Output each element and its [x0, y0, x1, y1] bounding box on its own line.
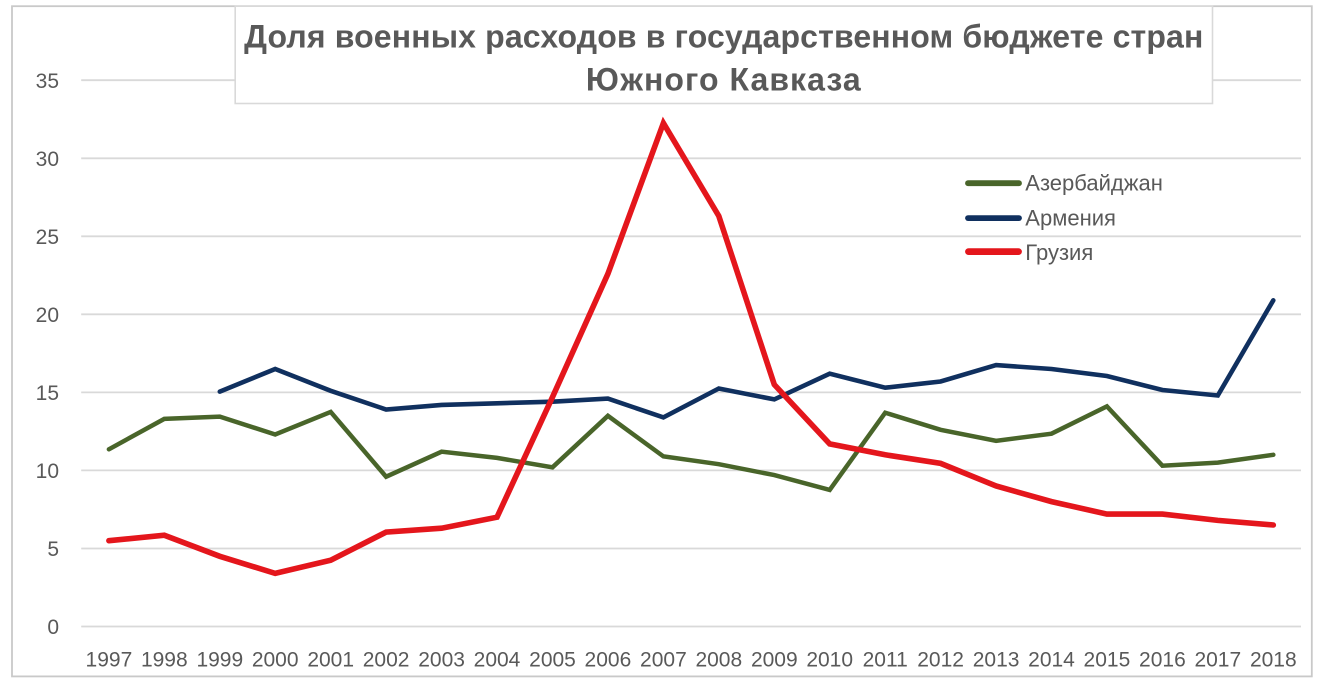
- svg-text:30: 30: [36, 148, 59, 171]
- svg-text:2001: 2001: [307, 648, 354, 671]
- svg-text:10: 10: [36, 460, 59, 483]
- svg-text:2006: 2006: [585, 648, 632, 671]
- svg-text:1999: 1999: [196, 648, 243, 671]
- svg-text:2009: 2009: [751, 648, 798, 671]
- svg-text:Грузия: Грузия: [1025, 240, 1093, 265]
- svg-text:35: 35: [36, 70, 59, 93]
- svg-text:2016: 2016: [1139, 648, 1186, 671]
- svg-text:2015: 2015: [1084, 648, 1131, 671]
- svg-text:Доля военных расходов в госуда: Доля военных расходов в государственном …: [244, 19, 1203, 55]
- svg-text:0: 0: [47, 616, 59, 639]
- svg-text:2017: 2017: [1194, 648, 1241, 671]
- svg-text:Армения: Армения: [1025, 206, 1116, 231]
- svg-text:2011: 2011: [863, 648, 908, 671]
- svg-text:1998: 1998: [141, 648, 188, 671]
- svg-text:2002: 2002: [363, 648, 410, 671]
- svg-text:Южного Кавказа: Южного Кавказа: [586, 62, 862, 98]
- svg-text:2012: 2012: [917, 648, 964, 671]
- svg-text:2004: 2004: [474, 648, 521, 671]
- svg-text:1997: 1997: [86, 648, 133, 671]
- svg-text:15: 15: [36, 382, 59, 405]
- svg-text:2008: 2008: [695, 648, 742, 671]
- svg-text:25: 25: [36, 226, 59, 249]
- svg-text:Азербайджан: Азербайджан: [1025, 171, 1163, 196]
- svg-text:2005: 2005: [529, 648, 576, 671]
- svg-text:2018: 2018: [1250, 648, 1297, 671]
- svg-text:20: 20: [36, 304, 59, 327]
- svg-text:2003: 2003: [418, 648, 465, 671]
- svg-text:2000: 2000: [252, 648, 299, 671]
- svg-text:2007: 2007: [640, 648, 687, 671]
- svg-text:2014: 2014: [1028, 648, 1075, 671]
- svg-text:5: 5: [47, 538, 59, 561]
- svg-text:2013: 2013: [973, 648, 1020, 671]
- svg-text:2010: 2010: [806, 648, 853, 671]
